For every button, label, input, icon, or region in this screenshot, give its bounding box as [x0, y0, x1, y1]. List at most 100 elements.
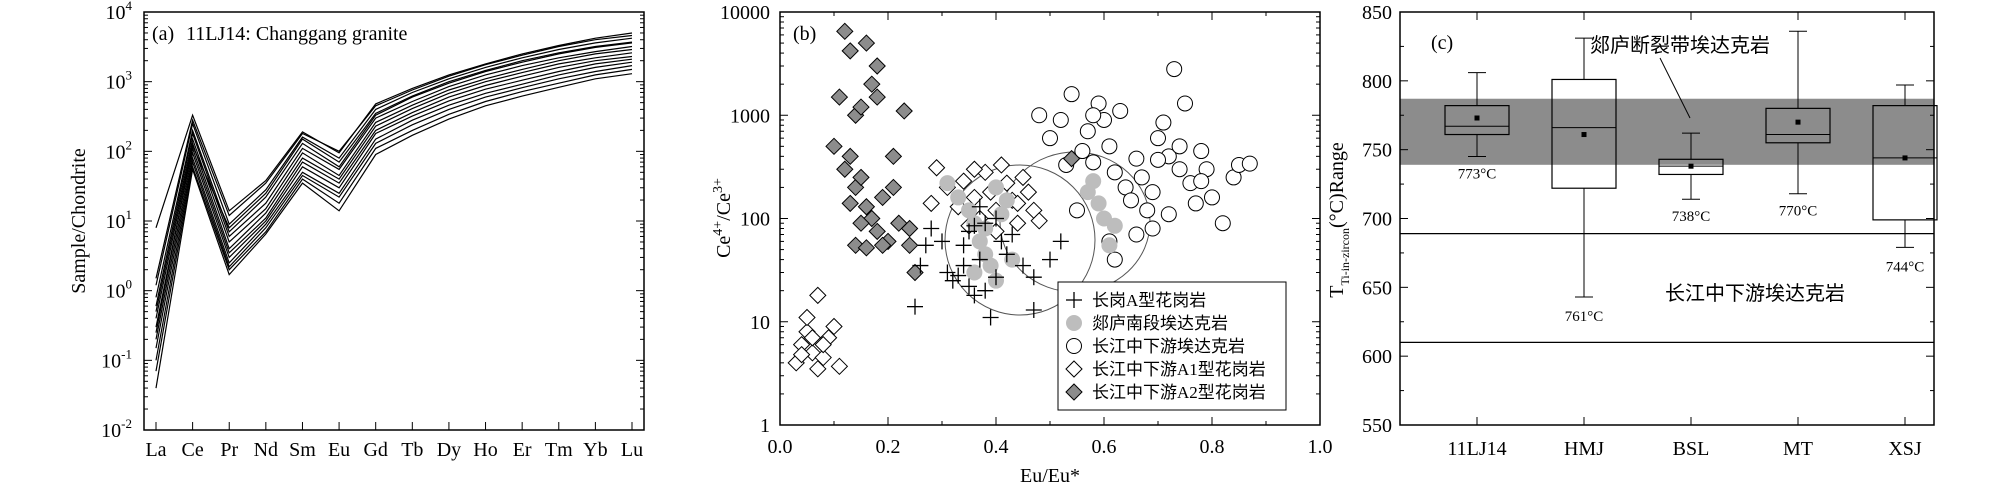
point-open-diamond-7 [825, 317, 843, 336]
point-gray-diamond-16 [873, 188, 892, 207]
point-gray-circle-14 [1090, 195, 1107, 212]
x-tick-label-BSL: BSL [1673, 438, 1710, 460]
point-gray-diamond-8 [825, 137, 843, 156]
x-tick-label-11LJ14: 11LJ14 [1447, 438, 1506, 460]
svg-text:Ce4+/Ce3+: Ce4+/Ce3+ [711, 178, 735, 258]
box-MT: 770°C [1765, 30, 1831, 220]
point-gray-diamond-30 [852, 214, 870, 232]
point-plus-4 [939, 264, 956, 281]
x-tick-label-Er: Er [513, 439, 532, 461]
x-tick-label-HMJ: HMJ [1564, 438, 1604, 460]
point-gray-circle-4 [971, 233, 988, 250]
legend-frame [1057, 281, 1287, 411]
point-open-circle-22 [1171, 161, 1188, 178]
point-open-circle-33 [1144, 220, 1161, 237]
point-open-circle-29 [1214, 215, 1231, 232]
box-body [1444, 105, 1510, 136]
point-gray-diamond-1 [836, 22, 854, 41]
ylabel-sup2: 3+ [711, 178, 726, 193]
ylabel-mid: /Ce [713, 193, 735, 221]
point-gray-diamond-23 [857, 239, 876, 257]
x-tick-label-Sm: Sm [289, 439, 316, 461]
legend-label-open-circle: 长江中下游埃达克岩 [1092, 337, 1245, 356]
box-mean [1795, 119, 1801, 125]
point-plus-25 [988, 210, 1004, 227]
x-tick-label-Ho: Ho [473, 439, 497, 461]
x-tick-label: 0.8 [1200, 436, 1225, 458]
y-tick-label: 1000 [730, 105, 770, 127]
series-line-s6 [155, 52, 633, 319]
point-open-diamond-23 [992, 156, 1011, 174]
point-open-diamond-35 [965, 160, 984, 178]
series-line-s4 [155, 45, 633, 307]
point-plus-12 [977, 215, 994, 232]
box-mean [1902, 155, 1908, 161]
point-gray-diamond-18 [884, 178, 903, 197]
point-gray-circle-18 [1079, 184, 1096, 201]
point-open-circle-21 [1166, 61, 1183, 78]
y-tick-label: 104 [106, 0, 133, 24]
point-gray-diamond-28 [900, 236, 919, 255]
y-tick-label: 1 [760, 415, 770, 437]
ylabel-rest: (°C)Range [1326, 142, 1348, 228]
point-gray-circle-0 [939, 175, 956, 192]
box-BSL: 738°C [1658, 132, 1724, 225]
x-tick-label-Lu: Lu [621, 439, 643, 461]
point-open-circle-9 [1101, 138, 1118, 155]
point-open-circle-25 [1187, 195, 1204, 212]
legend-marker-open-circle [1066, 338, 1082, 354]
point-open-circle-4 [1074, 143, 1091, 160]
panel-a-series [155, 32, 633, 389]
x-tick-label: 0.2 [876, 436, 901, 458]
point-gray-diamond-13 [857, 198, 876, 216]
point-gray-diamond-27 [884, 147, 903, 166]
panel-b: (b) Eu/Eu* Ce4+/Ce3+ 1 10 100 1000 10000 0.0… [711, 2, 1333, 487]
y-tick-label: 10000 [720, 2, 770, 24]
legend-marker-open-diamond [1065, 360, 1083, 378]
ylabel-sub: Ti-in-zircon [1338, 228, 1352, 286]
svg-text:TTi-in-zircon(°C)Range: TTi-in-zircon(°C)Range [1326, 142, 1352, 298]
series-line-s8 [155, 58, 633, 340]
y-tick-label: 800 [1362, 71, 1392, 93]
series-line-s3 [155, 42, 633, 298]
point-open-circle-10 [1106, 164, 1123, 181]
series-line-s11 [155, 68, 633, 372]
y-tick-label: 850 [1362, 2, 1392, 24]
point-plus-21 [1042, 251, 1058, 268]
point-open-diamond-5 [814, 348, 832, 367]
point-plus-13 [977, 282, 994, 299]
point-plus-3 [934, 233, 950, 250]
x-tick-label-MT: MT [1783, 438, 1813, 460]
x-tick-label-Nd: Nd [254, 439, 278, 461]
point-gray-diamond-2 [841, 42, 859, 60]
x-tick-label-Dy: Dy [437, 439, 461, 461]
series-line-s7 [155, 55, 633, 328]
panel-c-tag: (c) [1431, 32, 1453, 54]
x-tick-label: 0.6 [1092, 436, 1117, 458]
point-open-circle-16 [1139, 202, 1156, 219]
point-open-circle-11 [1112, 102, 1129, 119]
point-open-circle-17 [1144, 184, 1161, 201]
point-plus-14 [982, 309, 999, 326]
point-open-diamond-33 [1030, 212, 1048, 230]
point-plus-20 [1025, 269, 1042, 286]
series-line-s14 [155, 41, 633, 333]
point-open-circle-36 [1106, 251, 1123, 268]
panel-c-y-ticks: 550 600 650 700 750 800 850 [1362, 2, 1934, 437]
box-mean-label: 761°C [1565, 309, 1604, 325]
legend-label-plus: 长岗A型花岗岩 [1092, 291, 1206, 310]
box-body [1765, 107, 1831, 144]
point-gray-diamond-0 [830, 88, 849, 106]
panel-c-ylabel: TTi-in-zircon(°C)Range [1326, 142, 1352, 298]
legend-marker-gray-circle [1066, 315, 1082, 331]
point-open-circle-42 [1171, 138, 1188, 155]
panel-b-field-ellipse-1 [944, 164, 1096, 316]
point-gray-diamond-15 [868, 222, 886, 241]
point-open-circle-2 [1052, 111, 1069, 128]
point-open-diamond-11 [792, 345, 811, 364]
point-gray-circle-16 [1101, 237, 1118, 254]
series-line-s12 [155, 73, 633, 389]
point-open-circle-37 [1069, 202, 1085, 219]
point-gray-diamond-31 [1062, 149, 1081, 168]
